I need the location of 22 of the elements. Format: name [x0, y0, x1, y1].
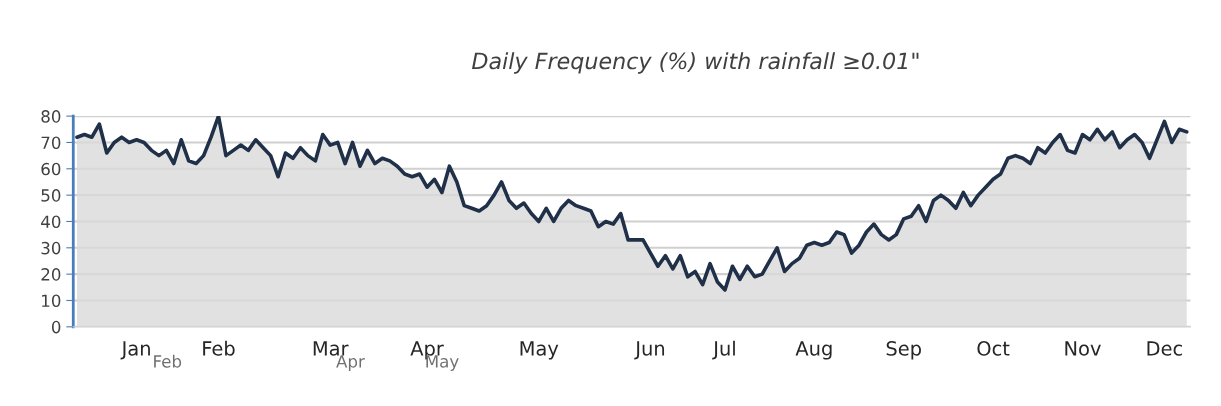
y-tick-label: 80	[41, 110, 61, 123]
y-tick-label: 50	[41, 189, 61, 202]
x-tick-label: Jun	[634, 341, 665, 360]
x-tick-label: May	[520, 341, 559, 360]
y-tick-label: 20	[41, 268, 61, 281]
x-tick-label: Aug	[795, 341, 832, 360]
y-tick-label: 40	[41, 215, 61, 229]
y-tick-label: 60	[41, 162, 61, 176]
x-tick-label: Nov	[1065, 341, 1101, 356]
x-tick-label: Jan	[120, 341, 150, 360]
x-tick-label: Dec	[1147, 341, 1183, 356]
y-tick-label: 0	[51, 320, 61, 334]
x-tick-label: Feb	[203, 340, 235, 356]
x-tick-label: Jul	[712, 340, 735, 360]
y-tick-label: 10	[42, 294, 61, 308]
y-tick-label: 30	[41, 241, 61, 255]
x-tick-label: Sep	[886, 341, 921, 360]
text: Apr	[336, 355, 365, 371]
y-tick-label: 70	[41, 136, 61, 150]
x-tick-label: Mar	[313, 341, 349, 356]
chart-title: Daily Frequency (%) with rainfall ≥0.01"	[471, 52, 919, 74]
x-tick-label: Oct	[977, 341, 1010, 356]
